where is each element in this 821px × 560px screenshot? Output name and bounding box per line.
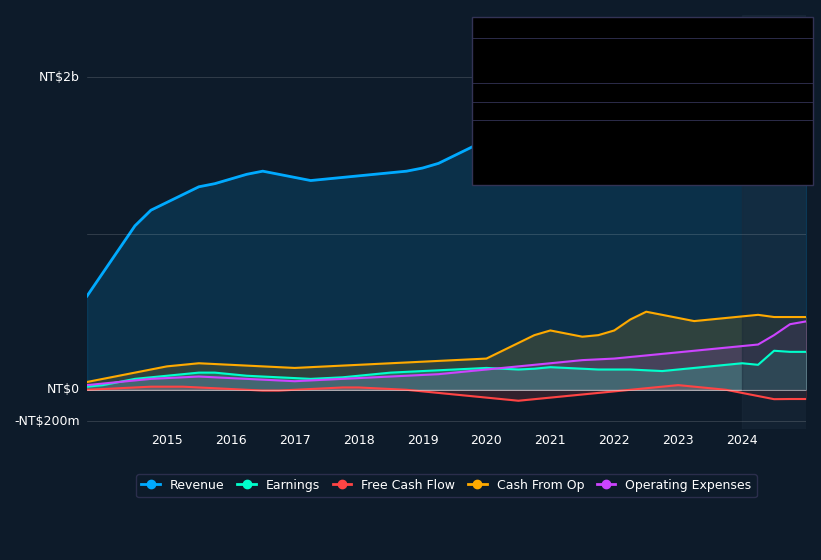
Text: NT$2b: NT$2b (39, 71, 80, 84)
Text: -NT$59.488m /yr: -NT$59.488m /yr (632, 90, 743, 102)
Text: NT$0: NT$0 (47, 383, 80, 396)
Text: Dec 31 2024: Dec 31 2024 (482, 22, 569, 35)
Text: -NT$200m: -NT$200m (14, 414, 80, 427)
Text: Revenue: Revenue (482, 46, 530, 57)
Text: Cash From Op: Cash From Op (482, 108, 560, 118)
Text: Earnings: Earnings (482, 60, 530, 71)
Text: NT$2.200b /yr: NT$2.200b /yr (632, 46, 726, 59)
Text: 11.1% profit margin: 11.1% profit margin (632, 76, 744, 86)
Bar (742, 15, 806, 429)
Text: NT$437.572m /yr: NT$437.572m /yr (632, 127, 746, 139)
Text: NT$466.425m /yr: NT$466.425m /yr (632, 108, 746, 121)
Text: Free Cash Flow: Free Cash Flow (482, 90, 566, 100)
Legend: Revenue, Earnings, Free Cash Flow, Cash From Op, Operating Expenses: Revenue, Earnings, Free Cash Flow, Cash … (136, 474, 757, 497)
Text: Operating Expenses: Operating Expenses (482, 127, 594, 137)
Text: NT$243.408m /yr: NT$243.408m /yr (632, 60, 746, 73)
